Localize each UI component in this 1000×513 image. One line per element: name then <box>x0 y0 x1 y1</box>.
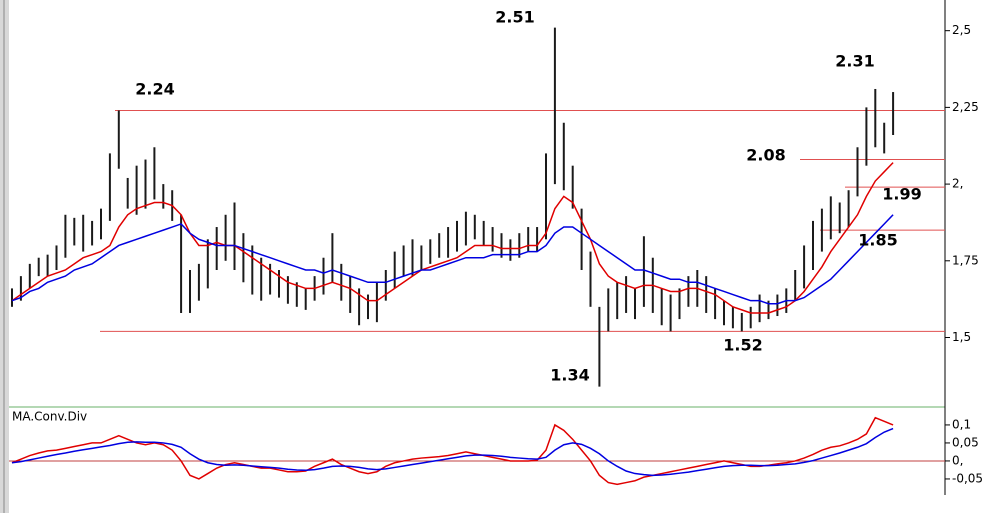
level-label: 2.08 <box>746 146 785 165</box>
y-tick-label: 2,25 <box>952 100 979 114</box>
annotation: 2.31 <box>835 52 874 71</box>
y-tick-label: 0,05 <box>952 435 979 449</box>
level-label: 1.99 <box>882 185 921 204</box>
indicator-title: MA.Conv.Div <box>12 410 87 424</box>
y-tick-label: 2, <box>952 177 963 191</box>
annotation: 1.34 <box>550 366 589 385</box>
line-series <box>11 214 894 305</box>
y-tick-label: 1,5 <box>952 330 971 344</box>
level-label: 1.85 <box>858 231 897 250</box>
line-series <box>11 162 894 314</box>
y-tick-label: 0, <box>952 453 963 467</box>
y-tick-label: 2,5 <box>952 23 971 37</box>
line-series <box>11 427 894 477</box>
y-tick-label: 0,1 <box>952 417 971 431</box>
level-label: 1.52 <box>723 336 762 355</box>
y-tick-label: 1,75 <box>952 253 979 267</box>
annotation: 2.51 <box>495 8 534 27</box>
y-tick-label: -0,05 <box>952 471 983 485</box>
level-label: 2.24 <box>135 80 174 99</box>
